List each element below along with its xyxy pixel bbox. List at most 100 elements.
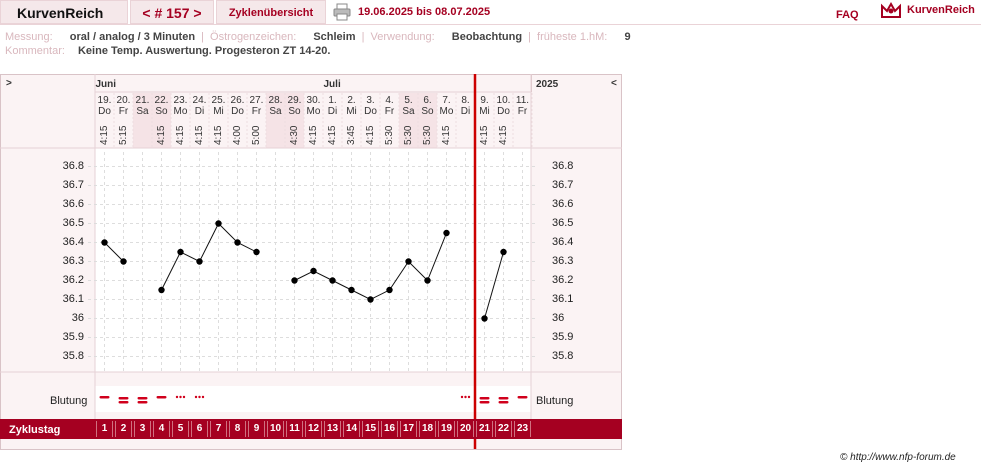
cycle-day-number: 13 [324,421,341,437]
scroll-right-arrow[interactable]: > [6,78,12,89]
weekend-shade [399,93,418,148]
y-tick-label-right: 36.5 [552,216,574,229]
y-tick-label-left: 36.3 [62,254,84,267]
temperature-point [443,229,450,237]
cycle-overview-button[interactable]: Zyklenübersicht [216,0,326,24]
day-date: 25. [211,95,226,106]
date-range: 19.06.2025 bis 08.07.2025 [358,6,491,18]
printer-icon[interactable] [333,3,351,21]
y-tick-label-right: 36.8 [552,159,574,172]
y-tick-label-left: 36.1 [62,292,84,305]
temperature-point [405,258,412,265]
bleeding-mark [479,401,490,404]
scroll-left-arrow[interactable]: < [611,78,617,89]
day-date: 2. [347,95,356,106]
day-header: 20. Fr [114,95,133,117]
day-weekday: Mi [213,106,224,117]
crown-logo-icon [881,1,901,18]
day-weekday: Di [327,106,338,117]
y-tick-label-left: 36.5 [62,216,84,229]
y-tick-label-left: 35.9 [62,330,84,343]
day-weekday: Di [460,106,471,117]
temperature-point [500,248,507,256]
cycle-day-number: 14 [343,421,360,437]
day-header: 29. So [285,95,304,117]
day-date: 23. [173,95,188,106]
cycle-day-number: 12 [305,421,322,437]
credit-text: © http://www.nfp-forum.de [840,452,956,463]
cycle-day-number: 23 [514,421,531,437]
estrogen-label: Östrogenzeichen: [210,31,297,43]
y-tick-label-right: 36.1 [552,292,574,305]
cycle-day-number: 8 [229,421,246,437]
bleeding-spot [467,395,471,399]
temperature-point [158,286,165,294]
cycle-day-number: 3 [134,421,151,437]
bleeding-mark [118,397,129,400]
earliest-value: 9 [624,31,631,43]
bleeding-mark [156,396,167,399]
day-weekday: Mo [306,106,321,117]
day-weekday: Sa [136,106,149,117]
day-weekday: Fr [251,106,262,117]
temperature-point [329,277,336,284]
cycle-day-number: 5 [172,421,189,437]
day-weekday: Fr [118,106,129,117]
bleeding-mark [479,397,490,400]
day-date: 21. [135,95,150,106]
bleeding-spot [460,395,464,399]
day-weekday: So [288,106,301,117]
bleeding-spot [201,395,205,399]
day-weekday: Sa [269,106,282,117]
y-tick-label-right: 36.4 [552,235,574,248]
cycle-day-label: Zyklustag [9,424,61,436]
day-date: 28. [268,95,283,106]
faq-link[interactable]: FAQ [836,9,859,21]
y-tick-label-right: 36.6 [552,197,574,210]
day-date: 20. [116,95,131,106]
day-date: 8. [461,95,470,106]
y-tick-label-right: 36 [552,311,565,324]
cycle-day-number: 9 [248,421,265,437]
day-weekday: Fr [384,106,395,117]
y-tick-label-left: 36.7 [62,178,84,191]
day-header: 28. Sa [266,95,285,117]
day-header: 23. Mo [171,95,190,117]
earliest-label: früheste 1.hM: [537,31,608,43]
cycle-day-number: 16 [381,421,398,437]
day-date: 22. [154,95,169,106]
temperature-line [104,242,124,262]
cycle-day-number: 7 [210,421,227,437]
bleeding-mark [137,397,148,400]
day-weekday: Do [231,106,244,117]
day-weekday: Di [194,106,205,117]
temperature-point [177,248,184,256]
info-row-2: Kommentar: Keine Temp. Auswertung. Proge… [5,45,330,57]
bleeding-mark [99,396,110,399]
day-date: 10. [496,95,511,106]
bleeding-mark [498,397,509,400]
cycle-day-number: 20 [457,421,474,437]
temperature-point [196,258,203,265]
day-date: 1. [328,95,337,106]
comment-label: Kommentar: [5,45,65,57]
weekend-shade [152,93,171,148]
day-date: 4. [385,95,394,106]
day-weekday: Fr [517,106,528,117]
day-header: 10. Do [494,95,513,117]
logo-text[interactable]: KurvenReich [907,4,975,16]
day-date: 29. [287,95,302,106]
day-weekday: Mo [173,106,188,117]
cycle-navigator[interactable]: < # 157 > [130,0,214,24]
day-header: 8. Di [456,95,475,117]
y-tick-label-right: 36.3 [552,254,574,267]
day-weekday: Do [364,106,377,117]
day-header: 4. Fr [380,95,399,117]
cycle-day-number: 10 [267,421,284,437]
day-header: 19. Do [95,95,114,117]
y-tick-label-left: 35.8 [62,349,84,362]
weekend-shade [266,93,285,148]
app-title: KurvenReich [0,0,128,24]
day-date: 3. [366,95,375,106]
day-header: 3. Do [361,95,380,117]
